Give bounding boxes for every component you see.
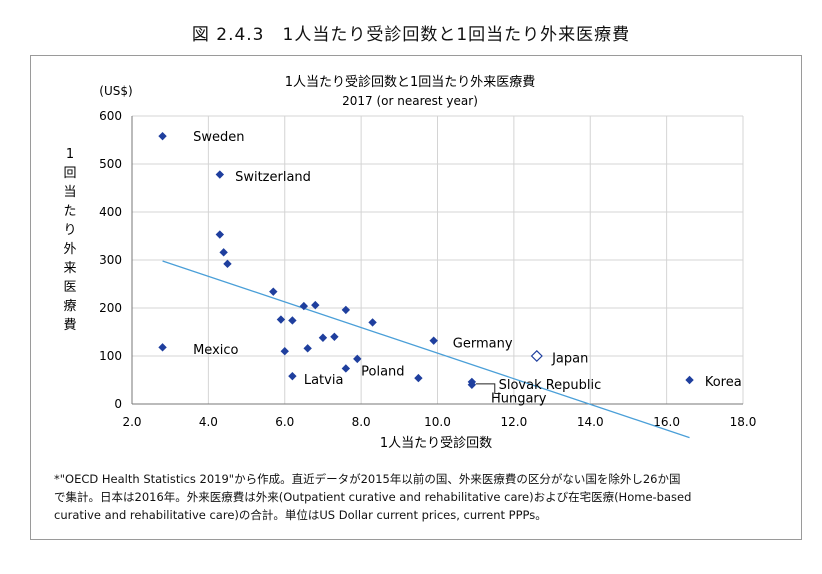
data-point <box>158 343 167 352</box>
chart-subtitle: 2017 (or nearest year) <box>342 94 478 108</box>
data-point <box>685 375 694 385</box>
data-point <box>288 316 297 325</box>
data-point <box>215 230 225 239</box>
y-axis-label-char: 費 <box>63 318 76 333</box>
y-axis-unit: (US$) <box>99 84 132 98</box>
point-label: Mexico <box>193 343 238 358</box>
data-point-japan <box>530 349 543 363</box>
data-point <box>368 318 377 327</box>
data-point <box>303 344 312 353</box>
x-tick-label: 16.0 <box>653 415 680 429</box>
x-tick-label: 12.0 <box>501 415 528 429</box>
y-axis-label: 1 回当たり外来医療費 <box>63 147 76 333</box>
y-tick-label: 300 <box>99 253 122 267</box>
data-point <box>330 332 339 341</box>
y-axis-label-char: 当 <box>63 185 76 200</box>
footnote-line-1: *"OECD Health Statistics 2019"から作成。直近データ… <box>54 472 681 486</box>
trendline-segment <box>162 260 690 439</box>
data-point <box>219 248 228 257</box>
data-point <box>223 259 232 269</box>
x-tick-label: 4.0 <box>199 415 218 429</box>
y-tick-labels: 0 100 200 300 400 500 600 <box>99 109 122 411</box>
point-label: Germany <box>453 337 513 352</box>
footnote-line-2: で集計。日本は2016年。外来医療費は外来(Outpatient curativ… <box>54 490 692 504</box>
figure-title: 図 2.4.3 1人当たり受診回数と1回当たり外来医療費 <box>191 25 631 45</box>
data-point <box>318 333 328 342</box>
data-point <box>269 287 278 296</box>
data-point <box>311 300 320 310</box>
y-axis-label-char: た <box>63 204 76 219</box>
y-tick-label: 500 <box>99 157 122 171</box>
y-tick-label: 200 <box>99 301 122 315</box>
y-axis-label-char: 療 <box>63 299 76 314</box>
data-point <box>414 373 423 383</box>
data-point <box>158 131 167 141</box>
point-label: Switzerland <box>235 170 311 185</box>
x-tick-labels: 2.0 4.0 6.0 8.0 10.0 12.0 14.0 16.0 18.0 <box>122 415 756 429</box>
x-tick-label: 8.0 <box>352 415 371 429</box>
point-label: Poland <box>361 364 404 379</box>
chart-title: 1人当たり受診回数と1回当たり外来医療費 <box>285 74 536 90</box>
data-point <box>280 347 289 356</box>
x-axis-label: 1人当たり受診回数 <box>380 435 492 451</box>
gridlines <box>132 115 744 404</box>
footnote-line-3: curative and rehabilitative care)の合計。単位は… <box>54 508 547 522</box>
data-point <box>299 301 309 311</box>
y-axis-label-char: り <box>63 223 76 238</box>
y-tick-label: 0 <box>114 397 122 411</box>
y-tick-label: 600 <box>99 109 122 123</box>
data-point <box>288 371 297 381</box>
data-points <box>158 131 694 389</box>
data-point <box>215 170 225 179</box>
point-label: Sweden <box>193 130 244 145</box>
data-point <box>341 305 351 315</box>
point-labels: Sweden Switzerland Mexico Latvia Poland Germa… <box>193 130 742 406</box>
data-point <box>341 364 351 373</box>
y-axis-label-char: 回 <box>63 166 76 181</box>
data-point <box>429 336 438 345</box>
point-label: Latvia <box>304 373 344 388</box>
x-tick-label: 6.0 <box>275 415 294 429</box>
point-label: Korea <box>705 375 742 390</box>
chart-frame <box>30 55 802 540</box>
label-leader-line <box>475 383 501 394</box>
x-tick-label: 10.0 <box>424 415 451 429</box>
y-axis-label-char: 医 <box>63 280 76 295</box>
point-label: Hungary <box>491 391 547 406</box>
x-tick-label: 18.0 <box>730 415 757 429</box>
point-label: Slovak Republic <box>499 378 602 393</box>
x-tick-label: 14.0 <box>577 415 604 429</box>
point-label: Japan <box>551 351 588 366</box>
y-axis-label-char: 外 <box>63 242 76 257</box>
axes <box>131 116 743 405</box>
y-tick-label: 100 <box>99 349 122 363</box>
y-tick-label: 400 <box>99 205 122 219</box>
data-point <box>353 354 362 364</box>
data-point <box>467 380 477 389</box>
trendline <box>162 260 690 439</box>
data-point <box>276 315 286 324</box>
y-axis-label-char: 来 <box>63 261 76 276</box>
x-tick-label: 2.0 <box>122 415 141 429</box>
y-axis-label-char: 1 <box>66 147 74 162</box>
